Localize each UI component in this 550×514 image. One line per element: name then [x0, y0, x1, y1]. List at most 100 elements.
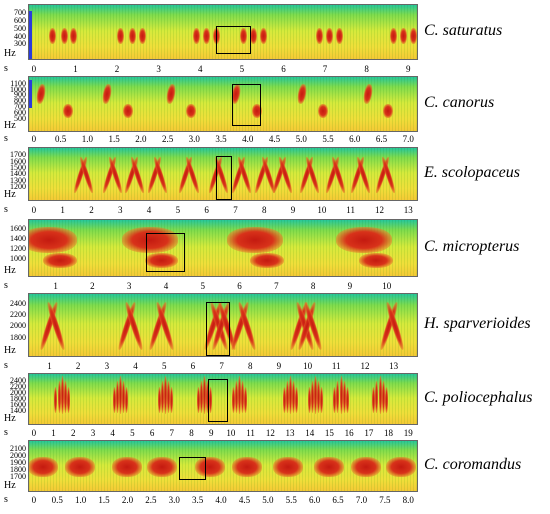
- y-tick-label: 1400: [10, 406, 26, 416]
- highlight-box: [208, 379, 228, 422]
- call-syllable: [345, 387, 349, 413]
- y-tick-label: 2000: [10, 388, 26, 398]
- call-syllable: [375, 381, 379, 414]
- call-syllable: [170, 387, 174, 413]
- call-syllable: [202, 27, 210, 44]
- call-syllable: [111, 457, 142, 477]
- highlight-box: [179, 456, 207, 480]
- x-tick-label: 3: [126, 281, 132, 291]
- x-tick-label: 10: [317, 205, 327, 215]
- y-tick-label: 500: [14, 113, 26, 123]
- call-syllable: [240, 27, 247, 44]
- call-syllable: [43, 252, 77, 269]
- y-tick-label: 700: [14, 102, 26, 112]
- x-tick-label: 2: [71, 428, 76, 438]
- x-tick-label: 8: [262, 205, 267, 215]
- call-syllable: [250, 252, 284, 269]
- call-syllable: [282, 387, 286, 413]
- call-syllable: [160, 381, 164, 414]
- spectrogram-image: [28, 76, 418, 132]
- x-tick-label: 4: [163, 281, 169, 291]
- call-syllable: [121, 227, 178, 254]
- x-tick-label: 7.0: [402, 134, 414, 144]
- x-tick-label: 1: [53, 281, 58, 291]
- call-syllable: [234, 381, 238, 414]
- y-tick-label: 500: [14, 23, 26, 33]
- x-tick-label: 6.0: [349, 134, 361, 144]
- call-syllable: [333, 387, 337, 413]
- y-tick-label: 2200: [10, 382, 26, 392]
- call-syllable: [231, 387, 235, 413]
- call-syllable: [138, 27, 146, 44]
- call-syllable: [296, 83, 308, 105]
- call-syllable: [288, 375, 292, 414]
- x-tick-label: 2.5: [161, 134, 174, 144]
- call-syllable: [339, 375, 343, 414]
- x-tick-label: 4.0: [215, 495, 227, 505]
- x-tick-label: 9: [406, 64, 411, 74]
- spectrogram-image: [28, 147, 418, 201]
- call-syllable: [60, 375, 64, 414]
- x-tick-label: 3: [90, 428, 96, 438]
- species-label: H. sparverioides: [424, 315, 531, 332]
- call-syllable: [244, 387, 248, 413]
- call-syllable: [285, 381, 289, 414]
- y-unit-label: Hz: [4, 345, 16, 356]
- x-tick-label: 3.0: [168, 495, 180, 505]
- call-syllable: [252, 103, 263, 118]
- x-tick-label: 2.5: [145, 495, 157, 505]
- x-unit-label: s: [4, 427, 8, 438]
- x-tick-label: 18: [384, 428, 394, 438]
- x-tick-label: 2: [89, 205, 94, 215]
- y-tick-label: 2400: [10, 376, 26, 386]
- call-syllable: [54, 387, 58, 413]
- call-syllable: [66, 387, 70, 413]
- call-syllable: [125, 387, 129, 413]
- x-tick-label: 0: [31, 205, 37, 215]
- y-tick-label: 600: [14, 15, 26, 25]
- x-unit-label: s: [4, 63, 8, 74]
- call-syllable: [167, 381, 171, 414]
- x-tick-label: 6.5: [332, 495, 344, 505]
- x-tick-label: 5: [200, 281, 206, 291]
- call-syllable: [325, 27, 333, 44]
- call-syllable: [378, 375, 382, 414]
- x-tick-label: 15: [324, 428, 334, 438]
- x-tick-label: 7: [219, 361, 224, 371]
- species-label: E. scolopaceus: [424, 164, 520, 181]
- highlight-box: [216, 156, 232, 200]
- call-syllable: [320, 387, 324, 413]
- x-tick-label: 12: [265, 428, 275, 438]
- call-syllable: [209, 387, 213, 413]
- y-tick-label: 2400: [10, 298, 26, 308]
- x-tick-label: 2.0: [121, 495, 134, 505]
- x-tick-label: 3: [118, 205, 123, 215]
- x-tick-label: 4: [110, 428, 115, 438]
- call-syllable: [384, 387, 388, 413]
- x-tick-label: 3.5: [192, 495, 204, 505]
- y-tick-label: 1400: [10, 234, 26, 243]
- x-unit-label: s: [4, 360, 8, 371]
- call-syllable: [165, 83, 178, 105]
- call-syllable: [386, 457, 417, 477]
- call-syllable: [146, 457, 177, 477]
- call-syllable: [60, 27, 68, 44]
- x-tick-label: 4.0: [242, 134, 254, 144]
- call-syllable: [317, 381, 321, 414]
- spectrogram-image: [28, 440, 418, 492]
- call-syllable: [116, 381, 120, 414]
- x-tick-label: 0: [31, 64, 37, 74]
- x-tick-label: 3.0: [188, 134, 200, 144]
- call-syllable: [101, 83, 113, 105]
- x-tick-label: 10: [226, 428, 236, 438]
- x-unit-label: s: [4, 280, 8, 291]
- call-syllable: [206, 381, 210, 414]
- call-syllable: [314, 457, 345, 477]
- call-syllable: [241, 381, 245, 414]
- call-syllable: [29, 227, 77, 254]
- call-syllable: [336, 227, 393, 254]
- x-tick-label: 7: [274, 281, 279, 291]
- x-tick-label: 1.0: [81, 134, 93, 144]
- call-syllable: [48, 27, 56, 44]
- call-syllable: [185, 103, 196, 118]
